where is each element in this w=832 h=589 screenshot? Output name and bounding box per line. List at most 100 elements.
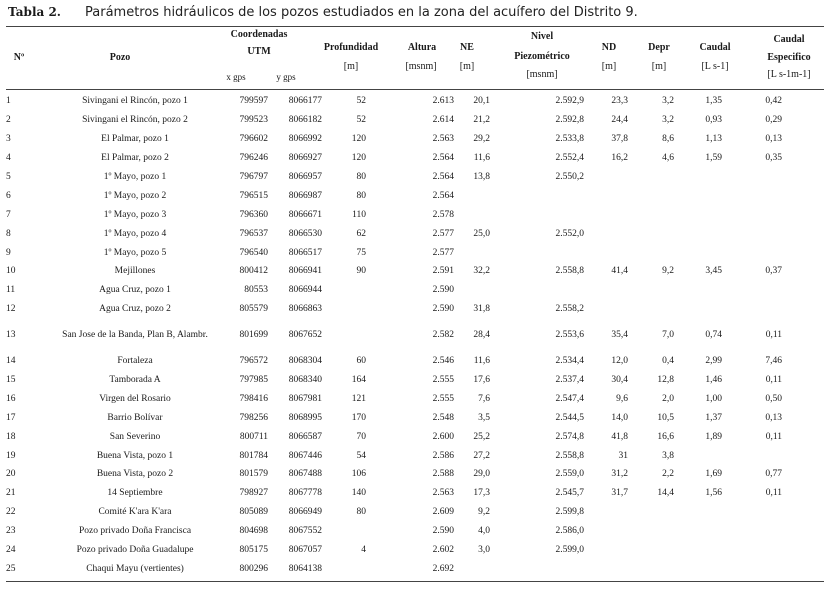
row-nivel-piezometrico: 2.558,8 — [555, 450, 585, 461]
row-profundidad: 164 — [351, 375, 366, 386]
row-nd: 41,4 — [611, 266, 628, 277]
row-y-gps: 8066671 — [288, 209, 322, 220]
row-profundidad: 75 — [356, 247, 367, 258]
row-caudal-especifico — [732, 224, 790, 243]
row-x-gps: 801699 — [239, 330, 269, 341]
row-altura: 2.564 — [432, 190, 454, 201]
header-nd-unit: [m] — [601, 61, 617, 72]
row-nd — [584, 205, 628, 224]
row-caudal-especifico — [732, 300, 790, 319]
row-nivel-piezometrico: 2.534,4 — [555, 356, 585, 367]
row-nivel-piezometrico — [490, 243, 584, 262]
row-x-gps: 805089 — [239, 507, 269, 518]
row-ne: 9,2 — [478, 507, 490, 518]
row-depr: 9,2 — [662, 266, 674, 277]
row-number: 10 — [6, 266, 16, 277]
header-y-gps: y gps — [276, 72, 296, 82]
row-nd: 41,8 — [611, 431, 628, 442]
row-altura: 2.590 — [432, 304, 454, 315]
row-y-gps: 8067778 — [288, 488, 322, 499]
row-number: 21 — [6, 488, 16, 499]
row-x-gps: 797985 — [239, 375, 269, 386]
row-number: 17 — [6, 412, 16, 423]
row-altura: 2.613 — [432, 96, 454, 107]
row-ne — [454, 281, 490, 300]
row-x-gps: 800296 — [239, 563, 269, 574]
row-filler — [790, 262, 824, 281]
row-nd: 37,8 — [611, 134, 628, 145]
row-filler — [790, 484, 824, 503]
row-filler — [790, 224, 824, 243]
table-row: 3 El Palmar, pozo 1 796602 8066992 120 2.563 2… — [6, 130, 824, 149]
row-depr: 10,5 — [657, 412, 674, 423]
row-filler — [790, 522, 824, 541]
row-nivel-piezometrico: 2.592,8 — [555, 115, 585, 126]
row-filler — [790, 149, 824, 168]
header-piezometrico: Piezométrico — [514, 51, 570, 62]
header-caudal: Caudal — [699, 42, 731, 53]
row-caudal: 1,69 — [705, 469, 722, 480]
row-nivel-piezometrico — [490, 559, 584, 578]
row-y-gps: 8064138 — [288, 563, 322, 574]
row-altura: 2.555 — [432, 393, 454, 404]
row-nd: 14,0 — [611, 412, 628, 423]
header-ne: NE — [460, 42, 474, 53]
header-caudal-especifico: Caudal — [773, 34, 805, 45]
row-number: 6 — [6, 190, 11, 201]
row-pozo: El Palmar, pozo 2 — [101, 153, 169, 164]
row-depr — [628, 168, 674, 187]
row-caudal-especifico: 0,11 — [765, 431, 782, 442]
row-profundidad: 80 — [356, 172, 367, 182]
row-profundidad: 52 — [356, 115, 367, 126]
row-profundidad — [322, 300, 366, 319]
row-number: 1 — [6, 96, 11, 107]
row-pozo: Comité K'ara K'ara — [98, 507, 172, 518]
row-number: 14 — [6, 356, 16, 367]
row-caudal-especifico: 0,11 — [765, 330, 782, 341]
row-y-gps: 8067652 — [288, 330, 322, 341]
row-number: 12 — [6, 304, 16, 315]
row-caudal — [674, 224, 732, 243]
row-nd — [584, 224, 628, 243]
row-pozo: Barrio Bolívar — [107, 412, 163, 423]
row-number: 24 — [6, 545, 16, 556]
row-profundidad: 110 — [352, 209, 366, 220]
row-ne: 17,3 — [473, 488, 490, 499]
row-depr: 0,4 — [662, 356, 674, 367]
row-pozo: Buena Vista, pozo 1 — [96, 450, 174, 461]
header-profundidad-unit: [m] — [343, 61, 359, 72]
row-ne: 32,2 — [473, 266, 490, 277]
row-ne: 11,6 — [473, 356, 490, 367]
row-nivel-piezometrico — [490, 281, 584, 300]
row-profundidad: 70 — [356, 431, 367, 442]
row-pozo: El Palmar, pozo 1 — [101, 134, 169, 145]
row-depr: 4,6 — [662, 153, 674, 164]
row-filler — [790, 319, 824, 352]
row-caudal-especifico — [732, 186, 790, 205]
row-nivel-piezometrico: 2.559,0 — [555, 469, 585, 480]
row-filler — [790, 281, 824, 300]
row-caudal: 2,99 — [705, 356, 722, 367]
row-ne — [454, 243, 490, 262]
table-row: 24 Pozo privado Doña Guadalupe 805175 80670… — [6, 541, 824, 560]
header-num: Nº — [13, 52, 25, 63]
row-altura: 2.614 — [432, 115, 454, 126]
row-filler — [790, 446, 824, 465]
row-profundidad: 80 — [356, 190, 367, 201]
row-ne: 21,2 — [473, 115, 490, 126]
row-number: 19 — [6, 450, 16, 461]
row-nivel-piezometrico: 2.574,8 — [555, 431, 585, 442]
row-nivel-piezometrico: 2.599,0 — [555, 545, 585, 556]
row-filler — [790, 130, 824, 149]
row-depr — [628, 205, 674, 224]
row-x-gps: 804698 — [239, 526, 269, 537]
bottom-rule — [6, 581, 824, 582]
row-number: 15 — [6, 375, 16, 386]
row-altura: 2.563 — [432, 134, 454, 145]
row-y-gps: 8067057 — [288, 545, 322, 556]
row-filler — [790, 168, 824, 187]
row-number: 4 — [6, 153, 11, 164]
row-depr — [628, 186, 674, 205]
row-profundidad: 80 — [356, 507, 367, 518]
row-altura: 2.563 — [432, 488, 454, 499]
